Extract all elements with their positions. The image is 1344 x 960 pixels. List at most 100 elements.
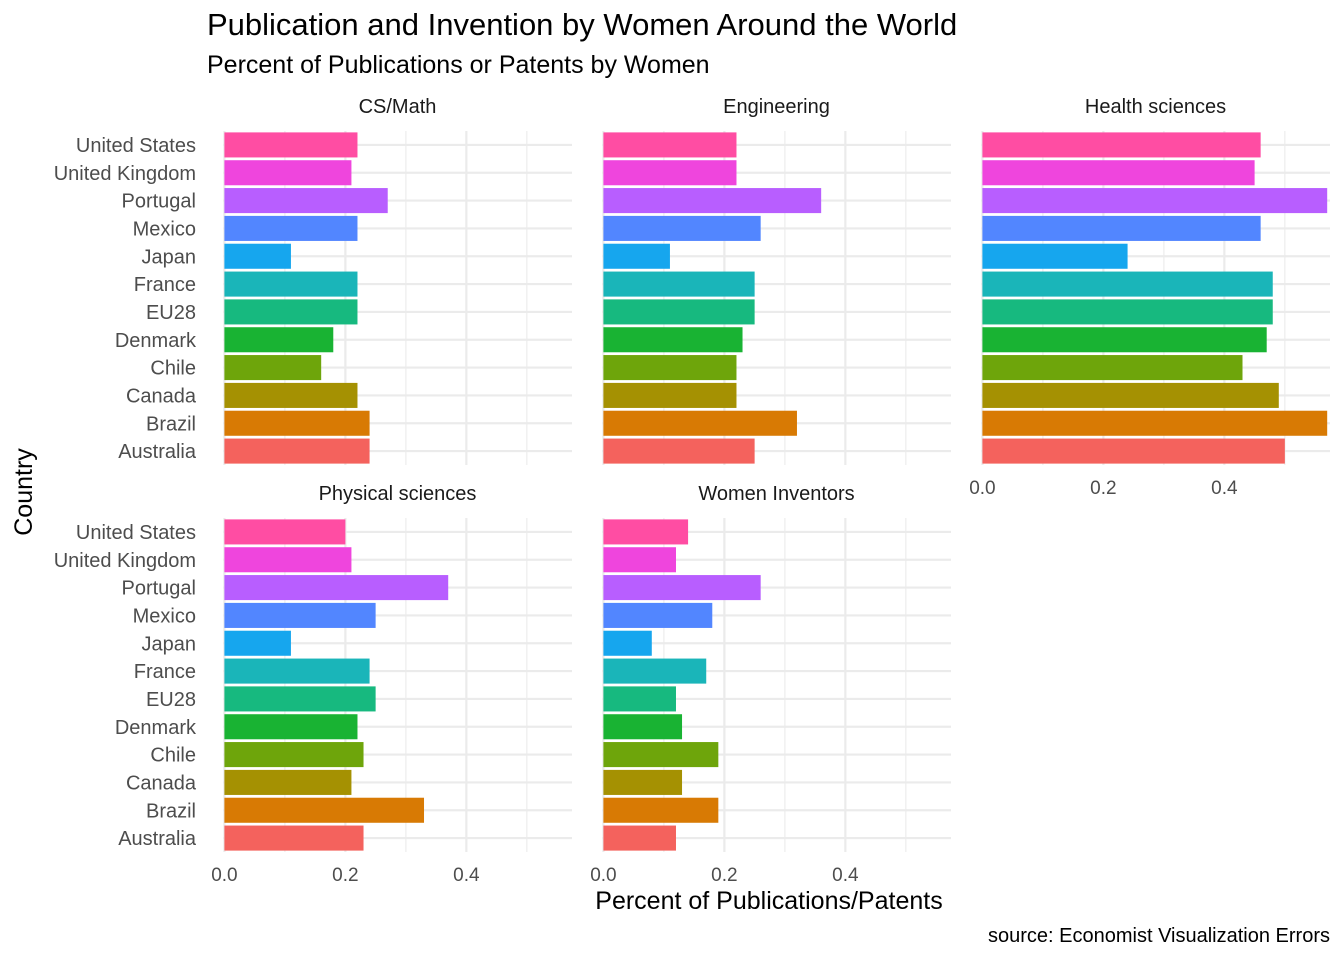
bar-brazil <box>224 797 425 823</box>
bar-mexico <box>603 602 713 628</box>
bar-brazil <box>603 797 719 823</box>
facet-title: CS/Math <box>359 96 437 118</box>
chart-title: Publication and Invention by Women Aroun… <box>207 7 957 42</box>
x-tick-label: 0.0 <box>590 865 616 886</box>
bar-united-states <box>603 519 689 545</box>
category-label: Denmark <box>115 330 197 352</box>
category-label: France <box>134 274 196 296</box>
bar-chile <box>603 355 737 381</box>
chart-subtitle: Percent of Publications or Patents by Wo… <box>207 51 710 79</box>
bar-mexico <box>224 602 376 628</box>
category-label: Canada <box>126 385 197 407</box>
bar-australia <box>982 438 1285 464</box>
bar-brazil <box>224 410 370 436</box>
bar-portugal <box>603 575 761 601</box>
bar-chile <box>982 355 1243 381</box>
category-label: Brazil <box>146 413 196 435</box>
bar-canada <box>603 769 683 795</box>
x-tick-label: 0.0 <box>211 865 237 886</box>
bar-canada <box>224 769 352 795</box>
bar-japan <box>224 630 291 656</box>
bar-denmark <box>224 714 358 740</box>
bar-denmark <box>603 327 743 353</box>
bar-japan <box>603 630 652 656</box>
bar-canada <box>982 382 1279 408</box>
bar-united-states <box>224 132 358 158</box>
category-label: Denmark <box>115 717 197 739</box>
x-tick-label: 0.2 <box>711 865 737 886</box>
bar-france <box>603 271 755 297</box>
bar-france <box>603 658 707 684</box>
bar-united-kingdom <box>224 160 352 186</box>
bar-france <box>224 271 358 297</box>
category-label: United States <box>76 135 196 157</box>
x-tick-label: 0.4 <box>453 865 480 886</box>
bar-portugal <box>224 188 388 214</box>
bar-eu28 <box>603 686 676 712</box>
bar-australia <box>603 825 676 851</box>
category-label: Japan <box>142 246 197 268</box>
x-tick-label: 0.4 <box>1211 478 1238 499</box>
bar-japan <box>224 243 291 269</box>
bar-united-kingdom <box>224 547 352 573</box>
facet-panels: CS/Math United States United Kingdom Portug… <box>54 96 1330 886</box>
bar-australia <box>603 438 755 464</box>
bar-australia <box>224 825 364 851</box>
bar-united-kingdom <box>603 160 737 186</box>
bar-chile <box>224 742 364 768</box>
bar-denmark <box>603 714 683 740</box>
x-tick-label: 0.0 <box>969 478 995 499</box>
y-axis-title: Country <box>10 448 38 536</box>
category-label: France <box>134 661 196 683</box>
category-label: Portugal <box>122 191 197 213</box>
bar-brazil <box>603 410 797 436</box>
x-tick-label: 0.4 <box>832 865 859 886</box>
bar-japan <box>603 243 670 269</box>
bar-united-states <box>603 132 737 158</box>
bar-denmark <box>982 327 1267 353</box>
category-label: Canada <box>126 772 197 794</box>
category-label: Chile <box>150 745 196 767</box>
category-label: Brazil <box>146 800 196 822</box>
bar-chile <box>224 355 322 381</box>
category-label: Portugal <box>122 578 197 600</box>
bar-australia <box>224 438 370 464</box>
bar-brazil <box>982 410 1328 436</box>
category-label: EU28 <box>146 689 196 711</box>
category-label: United States <box>76 522 196 544</box>
category-label: Australia <box>118 441 197 463</box>
facet-women-inventors: Women Inventors 0.0 0.2 0.4 <box>590 483 951 886</box>
facet-physical-sciences: Physical sciences United States United Kin… <box>54 483 572 886</box>
bar-canada <box>224 382 358 408</box>
facet-engineering: Engineering <box>602 96 951 465</box>
bar-united-kingdom <box>603 547 676 573</box>
category-label: United Kingdom <box>54 163 196 185</box>
facet-title: Physical sciences <box>319 483 477 505</box>
facet-title: Women Inventors <box>698 483 854 505</box>
x-axis-title: Percent of Publications/Patents <box>595 887 942 915</box>
bar-portugal <box>224 575 449 601</box>
category-label: EU28 <box>146 302 196 324</box>
category-label: Mexico <box>133 605 196 627</box>
facet-cs-math: CS/Math United States United Kingdom Portug… <box>54 96 572 465</box>
category-label: Chile <box>150 358 196 380</box>
category-label: Mexico <box>133 218 196 240</box>
category-label: Australia <box>118 828 197 850</box>
bar-united-kingdom <box>982 160 1255 186</box>
x-tick-label: 0.2 <box>332 865 358 886</box>
bar-mexico <box>224 215 358 241</box>
bar-eu28 <box>224 299 358 325</box>
category-label: United Kingdom <box>54 550 196 572</box>
bar-japan <box>982 243 1128 269</box>
bar-mexico <box>603 215 761 241</box>
bar-denmark <box>224 327 334 353</box>
bar-france <box>224 658 370 684</box>
facet-title: Engineering <box>723 96 830 118</box>
bar-eu28 <box>224 686 376 712</box>
bar-portugal <box>982 188 1328 214</box>
bar-eu28 <box>982 299 1273 325</box>
x-tick-label: 0.2 <box>1090 478 1116 499</box>
category-label: Japan <box>142 633 197 655</box>
chart-caption: source: Economist Visualization Errors <box>988 925 1330 947</box>
